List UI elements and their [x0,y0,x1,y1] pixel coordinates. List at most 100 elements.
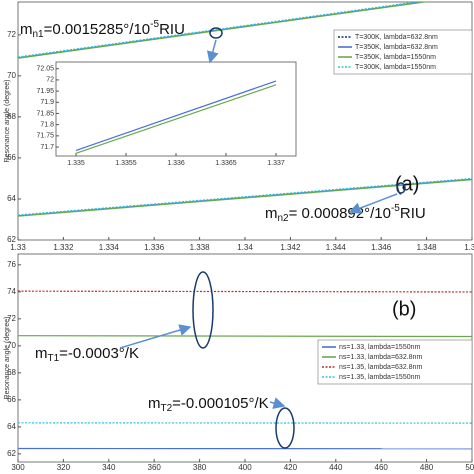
y-tick-label: 66 [7,395,16,404]
annotation: mn2= 0.000892°/10-5RIU [265,203,426,224]
y-tick-label: 76 [7,260,16,269]
x-tick-label: 420 [284,463,298,472]
x-tick-label: 440 [329,463,343,472]
arrow [119,324,192,349]
y-tick-label: 71.9 [40,99,54,106]
legend-label: T=300K, lambda=632.8nm [355,34,438,41]
panel: 1.335 1.3355 1.336 1.3365 1.337 71.7 71.75 71.8… [36,61,297,167]
series-line [18,290,472,293]
plot-area [55,61,297,157]
annotation-part: =0.0015285°/10 [44,21,151,38]
legend-label: T=350K, lambda=632.8nm [355,44,438,51]
x-tick-label: 500 [465,463,474,472]
legend-label: ns=1.35, lambda=632.8nm [339,364,422,371]
y-tick-label: 71.8 [40,122,54,129]
y-tick-label: 64 [7,422,16,431]
annotation-part: -5 [391,203,400,214]
x-tick-label: 300 [11,463,25,472]
x-tick-label: 1.33 [10,243,26,252]
ellipse [396,182,406,194]
x-tick-label: 1.337 [267,160,285,167]
legend-label: T=300K, lambda=1550nm [355,64,436,71]
y-tick-label: 71.75 [36,133,54,140]
x-tick-label: 1.334 [99,243,120,252]
y-tick-label: 70 [7,341,16,350]
series-line [18,2,472,217]
series-line [75,80,277,151]
x-tick-label: 1.336 [167,160,185,167]
x-tick-label: 1.35 [464,243,474,252]
x-tick-label: 1.338 [190,243,211,252]
panel-label: (a) [395,173,419,195]
annotation-part: = 0.000892°/10 [289,205,391,222]
annotation-part: m [265,205,278,222]
annotation-part: T1 [48,353,60,364]
y-axis-label: Resonance angle (degree) [4,80,11,163]
y-tick-label: 68 [7,112,16,121]
annotation-part: RIU [400,205,426,222]
plots: 1.33 1.332 1.334 1.336 1.338 1.34 1.342 1.344 1.… [4,1,474,474]
arrow [269,397,286,409]
x-tick-label: 460 [375,463,389,472]
x-tick-label: 480 [420,463,434,472]
legend-label: ns=1.33, lambda=1550nm [339,344,421,351]
annotation-part: m [20,21,33,38]
x-tick-label: 1.3355 [115,160,137,167]
x-tick-label: 1.335 [67,160,85,167]
annotation: mn1=0.0015285°/10-5RIU [20,19,185,40]
x-tick-label: 1.332 [53,243,74,252]
panel: 300 320 340 360 380 400 420 440 460 480 500 62 64 66 6… [4,253,474,474]
y-tick-label: 64 [7,194,16,203]
x-tick-label: 1.34 [237,243,253,252]
y-tick-label: 62 [7,449,16,458]
annotation: mT1=-0.0003°/K [35,345,139,364]
y-tick-label: 72 [7,314,16,323]
legend-label: ns=1.33, lambda=632.8nm [339,354,422,361]
x-tick-label: 1.346 [371,243,392,252]
y-tick-label: 74 [7,287,16,296]
series-line [18,2,472,216]
series-line [18,335,472,338]
y-tick-label: 71.7 [40,144,54,151]
x-tick-label: 360 [148,463,162,472]
arrow [206,39,219,64]
legend-label: ns=1.35, lambda=1550nm [339,374,421,381]
x-tick-label: 320 [57,463,71,472]
x-tick-label: 340 [102,463,116,472]
annotation-part: T2 [161,403,173,414]
legend-label: T=350K, lambda=1550nm [355,54,436,61]
x-tick-label: 1.342 [280,243,301,252]
y-tick-label: 72.05 [36,66,54,73]
annotation-part: m [148,395,161,412]
annotation: mT2=-0.000105°/K [148,395,269,414]
legend-box [333,29,473,75]
y-tick-label: 72 [7,30,16,39]
y-tick-label: 71.85 [36,110,54,117]
annotation-part: n2 [278,213,290,224]
x-tick-label: 1.3365 [215,160,237,167]
annotation-part: =-0.0003°/K [59,345,139,362]
y-axis-label: Resonance angle (degree) [4,317,11,400]
y-tick-label: 68 [7,368,16,377]
ellipse [192,271,214,349]
annotation-part: =-0.000105°/K [172,395,269,412]
x-tick-label: 400 [238,463,252,472]
x-tick-label: 1.344 [326,243,347,252]
annotation-part: -5 [150,19,159,30]
y-tick-label: 66 [7,153,16,162]
annotation-part: n1 [33,29,45,40]
ellipse [209,27,223,39]
arrow [348,193,398,214]
callouts [119,27,406,449]
series-line [75,84,277,154]
legend-box [317,339,473,385]
annotation-part: m [35,345,48,362]
x-tick-label: 380 [193,463,207,472]
annotation-part: RIU [159,21,185,38]
y-tick-label: 71.95 [36,88,54,95]
panel-label: (b) [392,298,416,320]
y-tick-label: 72 [46,77,54,84]
y-tick-label: 70 [7,71,16,80]
x-tick-label: 1.348 [417,243,438,252]
